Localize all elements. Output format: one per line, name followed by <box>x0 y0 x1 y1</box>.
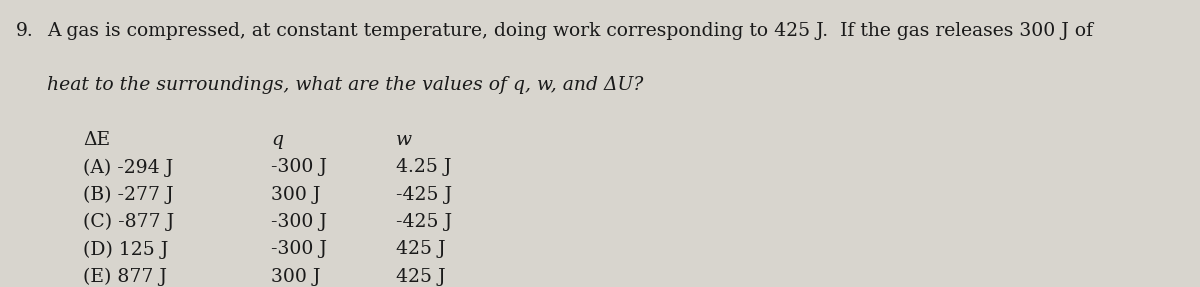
Text: q: q <box>271 131 283 149</box>
Text: -300 J: -300 J <box>271 241 326 258</box>
Text: A gas is compressed, at constant temperature, doing work corresponding to 425 J.: A gas is compressed, at constant tempera… <box>47 22 1093 40</box>
Text: -425 J: -425 J <box>396 213 452 231</box>
Text: (D) 125 J: (D) 125 J <box>83 241 169 259</box>
Text: (C) -877 J: (C) -877 J <box>83 213 175 231</box>
Text: heat to the surroundings, what are the values of q, w, and ΔU?: heat to the surroundings, what are the v… <box>47 77 643 94</box>
Text: -425 J: -425 J <box>396 186 452 204</box>
Text: 9.: 9. <box>16 22 34 40</box>
Text: (A) -294 J: (A) -294 J <box>83 158 174 177</box>
Text: w: w <box>396 131 412 149</box>
Text: ΔE: ΔE <box>83 131 110 149</box>
Text: 300 J: 300 J <box>271 268 320 286</box>
Text: -300 J: -300 J <box>271 158 326 177</box>
Text: 4.25 J: 4.25 J <box>396 158 451 177</box>
Text: 425 J: 425 J <box>396 268 445 286</box>
Text: (E) 877 J: (E) 877 J <box>83 268 167 286</box>
Text: (B) -277 J: (B) -277 J <box>83 186 174 204</box>
Text: -300 J: -300 J <box>271 213 326 231</box>
Text: 425 J: 425 J <box>396 241 445 258</box>
Text: 300 J: 300 J <box>271 186 320 204</box>
